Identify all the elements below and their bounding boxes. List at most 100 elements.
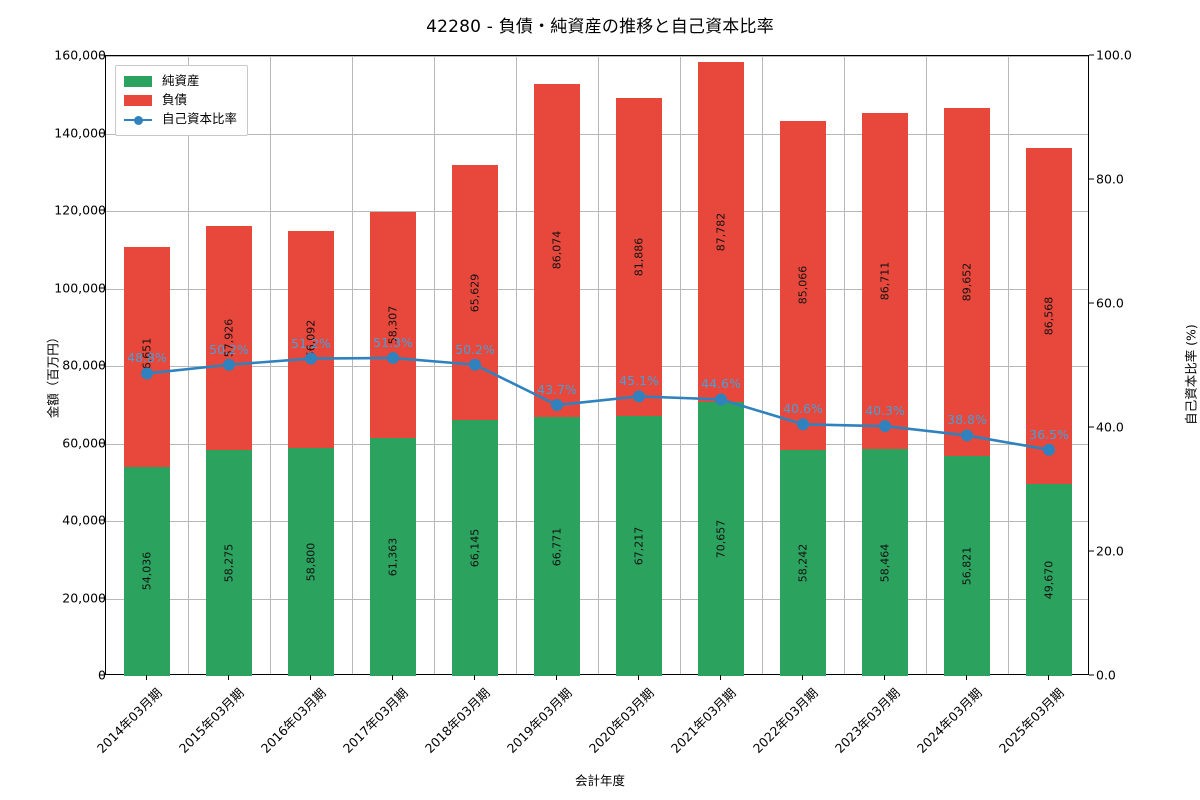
y-axis-tick-label-right: 0.0: [1096, 667, 1116, 683]
x-axis-tick: [146, 675, 147, 680]
y-axis-tick-left: [100, 209, 105, 211]
y-axis-tick-right: [1089, 54, 1094, 56]
y-axis-tick-left: [100, 287, 105, 288]
legend-color-swatch: [124, 95, 152, 106]
gridline-horizontal: [106, 56, 1088, 57]
x-axis-tick: [884, 675, 885, 680]
y-axis-tick-left: [100, 519, 105, 521]
bar-segment-liability: [780, 120, 826, 451]
gridline-vertical: [434, 56, 435, 674]
y-axis-tick-right: [1089, 178, 1094, 180]
x-axis-tick: [392, 675, 393, 680]
bar-segment-liability: [616, 98, 662, 416]
y-axis-tick-label-right: 40.0: [1096, 419, 1124, 435]
bar-segment-equity: [534, 417, 580, 676]
bar-segment-equity: [616, 415, 662, 676]
y-axis-tick-label-right: 80.0: [1096, 171, 1124, 187]
y-axis-tick-right: [1089, 674, 1094, 676]
y-axis-label-right: 自己資本比率 (%): [1183, 324, 1199, 425]
legend-item[interactable]: 負債: [124, 91, 237, 110]
y-axis-tick-label-left: 60,000: [62, 435, 106, 450]
gridline-vertical: [188, 56, 189, 674]
bar-segment-equity: [206, 450, 252, 676]
bar-segment-equity: [944, 455, 990, 676]
y-axis-tick-left: [100, 54, 105, 56]
gridline-horizontal: [106, 443, 1088, 445]
x-axis-tick: [474, 675, 475, 680]
y-axis-tick-label-left: 40,000: [62, 512, 106, 528]
gridline-horizontal: [106, 211, 1088, 212]
y-axis-tick-label-left: 20,000: [62, 590, 106, 605]
bar-segment-liability: [534, 83, 580, 418]
bar-segment-equity: [124, 466, 170, 676]
y-axis-tick-left: [100, 597, 105, 598]
gridline-vertical: [516, 56, 517, 674]
y-axis-tick-right: [1089, 426, 1094, 428]
bar-segment-liability: [1026, 148, 1072, 484]
y-axis-tick-right: [1089, 550, 1094, 552]
gridlines: [106, 56, 1088, 674]
gridline-horizontal: [106, 598, 1088, 600]
gridline-vertical: [1008, 56, 1009, 674]
legend-line-marker: [124, 114, 152, 125]
y-axis-tick-left: [100, 132, 105, 133]
plot-area: 54,036 56,651 58,275 57,926 58,800 56,092 61,3…: [105, 55, 1089, 676]
x-axis-tick: [228, 675, 229, 680]
bar-segment-liability: [944, 108, 990, 456]
y-axis-tick-right: [1089, 302, 1094, 304]
x-axis-tick: [310, 675, 311, 680]
y-axis-tick-left: [100, 364, 105, 366]
y-axis-tick-label-right: 100.0: [1096, 47, 1132, 63]
gridline-vertical: [844, 56, 845, 674]
y-axis-tick-label-left: 80,000: [62, 357, 106, 373]
legend-item-label: 負債: [162, 92, 188, 108]
legend-item-label: 純資産: [162, 73, 200, 89]
gridline-vertical: [762, 56, 763, 674]
legend-color-swatch: [124, 76, 152, 87]
gridline-horizontal: [106, 133, 1088, 135]
x-axis-tick: [638, 675, 639, 680]
bar-segment-liability: [124, 247, 170, 467]
x-axis-tick: [1048, 675, 1049, 680]
y-axis-tick-label-left: 160,000: [54, 47, 106, 63]
x-axis-tick: [966, 675, 967, 680]
gridline-horizontal: [106, 288, 1088, 290]
bar-segment-liability: [698, 62, 744, 403]
y-axis-tick-label-left: 120,000: [54, 202, 106, 218]
bar-segment-equity: [1026, 483, 1072, 676]
gridline-vertical: [352, 56, 353, 674]
bar-segment-equity: [780, 450, 826, 676]
x-axis-tick: [556, 675, 557, 680]
bar-segment-equity: [862, 449, 908, 676]
bar-segment-equity: [370, 438, 416, 676]
x-axis-tick: [802, 675, 803, 680]
legend-item-label: 自己資本比率: [162, 111, 238, 127]
bar-segment-equity: [698, 402, 744, 676]
gridline-vertical: [680, 56, 681, 674]
legend-item[interactable]: 自己資本比率: [124, 110, 237, 129]
bar-segment-equity: [288, 448, 334, 676]
y-axis-tick-left: [100, 674, 105, 676]
bar-segment-equity: [452, 419, 498, 676]
y-axis-tick-label-right: 60.0: [1096, 295, 1124, 311]
chart-legend: 純資産負債自己資本比率: [115, 65, 249, 136]
y-axis-tick-label-left: 100,000: [54, 280, 106, 295]
chart-title: 42280 - 負債・純資産の推移と自己資本比率: [426, 17, 774, 37]
bar-segment-liability: [370, 212, 416, 439]
gridline-horizontal: [106, 366, 1088, 367]
bar-segment-liability: [452, 165, 498, 420]
y-axis-tick-label-right: 20.0: [1096, 543, 1124, 559]
y-axis-tick-label-left: 140,000: [54, 125, 106, 140]
x-axis-tick: [720, 675, 721, 680]
y-axis-label-left: 金額（百万円）: [45, 330, 61, 419]
x-axis-label: 会計年度: [574, 773, 625, 788]
gridline-horizontal: [106, 521, 1088, 522]
gridline-vertical: [270, 56, 271, 674]
y-axis-tick-left: [100, 442, 105, 443]
gridline-vertical: [926, 56, 927, 674]
legend-item[interactable]: 純資産: [124, 72, 237, 91]
bar-segment-liability: [862, 113, 908, 450]
gridline-vertical: [598, 56, 599, 674]
bar-segment-liability: [288, 230, 334, 449]
